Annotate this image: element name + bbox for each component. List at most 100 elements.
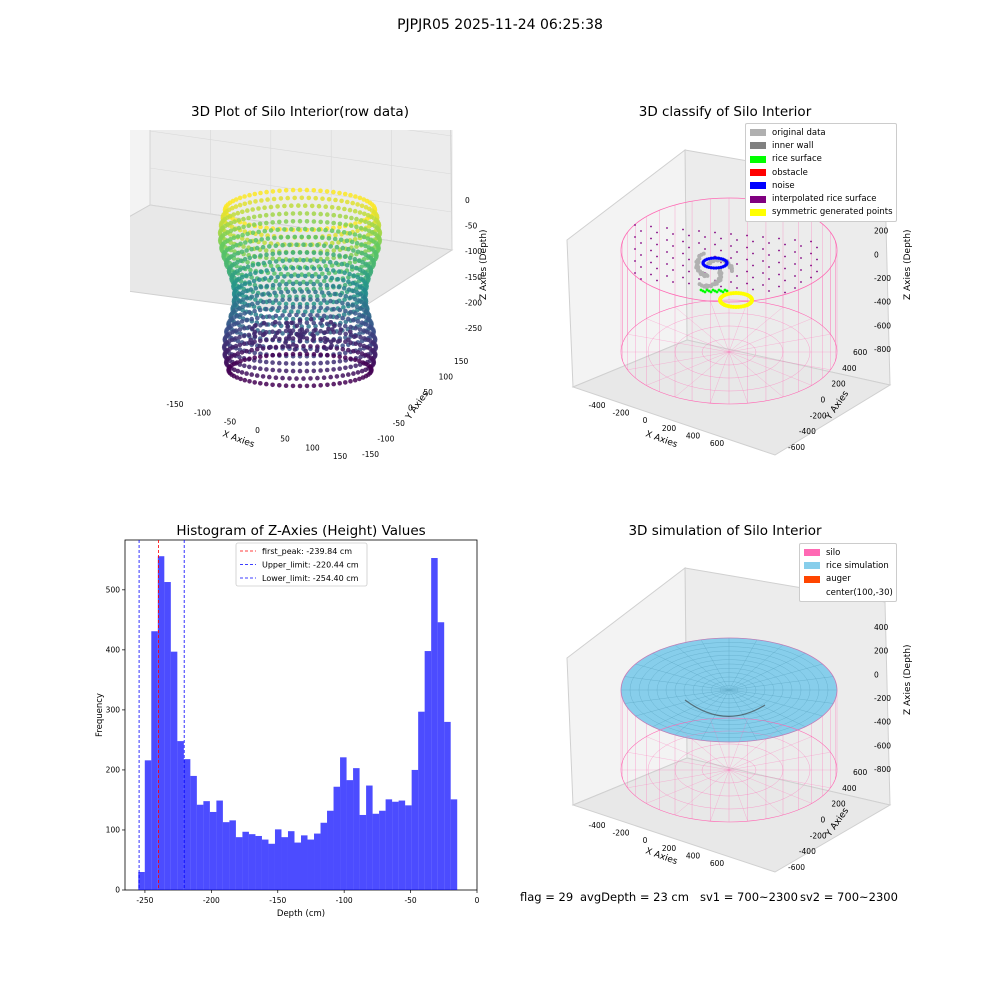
cls-original-point — [700, 270, 705, 275]
raw-point — [230, 205, 235, 211]
raw-point — [283, 352, 289, 357]
cls-interp-point — [794, 275, 796, 277]
sim-pane-floor — [571, 757, 892, 873]
cls-original-point — [703, 272, 708, 277]
raw-point — [252, 334, 258, 339]
classify-legend-swatch — [750, 195, 766, 203]
raw-point — [335, 339, 341, 344]
raw-point — [321, 259, 327, 264]
raw-point — [277, 188, 282, 194]
raw-point — [320, 317, 325, 323]
raw-point — [262, 331, 267, 337]
raw-point — [243, 273, 249, 278]
raw-point — [235, 250, 241, 256]
raw-point — [341, 278, 346, 283]
raw-point — [270, 382, 275, 388]
raw-point — [258, 354, 263, 360]
cls-interp-point — [762, 272, 764, 274]
raw-xtick: -50 — [224, 417, 236, 426]
classify-legend-item: inner wall — [746, 139, 896, 152]
raw-point — [290, 250, 296, 255]
raw-point — [270, 189, 276, 194]
histogram-bar — [138, 871, 145, 890]
raw-point — [359, 320, 365, 326]
cls-original-point — [710, 282, 715, 287]
cls-interp-point — [736, 239, 738, 241]
raw-point — [240, 290, 245, 295]
raw-point — [340, 315, 346, 321]
raw-point — [297, 351, 303, 357]
raw-point — [249, 294, 255, 300]
raw-point — [357, 376, 362, 382]
raw-point — [242, 201, 248, 207]
cls-original-point — [696, 265, 701, 270]
cls-interp-point — [794, 239, 796, 241]
raw-point — [241, 216, 246, 222]
raw-point — [357, 312, 362, 318]
sim-silo-floor-spoke — [710, 718, 730, 771]
histogram-legend: first_peak: -239.84 cm Upper_limit: -220.… — [235, 542, 368, 587]
raw-point — [287, 312, 292, 318]
raw-point — [258, 190, 263, 196]
cls-silo-floor-spoke — [646, 351, 730, 386]
raw-point — [321, 313, 327, 319]
cls-xtick: -400 — [588, 401, 605, 410]
sim-rice-mesh — [728, 689, 806, 727]
cls-interp-point — [720, 285, 722, 288]
classify-legend-item: obstacle — [746, 166, 896, 179]
raw-point — [318, 321, 323, 326]
raw-point — [238, 312, 243, 318]
raw-point — [327, 259, 333, 265]
raw-point — [299, 234, 305, 240]
classify-legend-swatch — [750, 142, 766, 150]
raw-point — [311, 211, 317, 216]
raw-point — [333, 197, 338, 203]
raw-point — [352, 237, 358, 242]
cls-interp-point — [634, 248, 636, 250]
simulation-legend-item: silo — [800, 546, 896, 559]
cls-interp-point — [634, 236, 636, 238]
raw-point — [358, 354, 363, 360]
raw-point — [311, 383, 317, 389]
raw-point — [237, 327, 243, 332]
raw-point — [245, 303, 250, 308]
histogram-xlabel: Depth (cm) — [277, 909, 325, 919]
raw-point — [303, 273, 308, 279]
raw-point — [365, 274, 371, 280]
raw-point — [240, 209, 245, 215]
raw-point — [304, 320, 310, 326]
raw-point — [273, 313, 279, 319]
raw-point — [242, 377, 248, 383]
raw-point — [334, 299, 340, 305]
raw-point — [238, 258, 244, 264]
raw-point — [280, 279, 285, 284]
raw-point — [294, 258, 299, 263]
cls-interp-point — [794, 263, 796, 265]
raw-point — [331, 381, 337, 387]
raw-point — [301, 258, 306, 263]
cls-ztick: -200 — [874, 274, 891, 283]
raw-point — [364, 304, 370, 310]
raw-point — [240, 236, 245, 241]
sv1-text: sv1 = 700~2300 — [700, 890, 798, 904]
raw-point — [331, 252, 336, 257]
raw-point — [258, 338, 263, 344]
raw-point — [233, 343, 239, 349]
raw-point — [349, 223, 354, 228]
raw-point — [294, 312, 299, 318]
cls-silo-floor-spoke — [627, 351, 730, 370]
cls-interp-point — [762, 248, 764, 250]
raw-point — [249, 347, 254, 353]
raw-point — [277, 316, 282, 321]
raw-point — [235, 368, 241, 374]
histogram-bar — [203, 801, 210, 890]
raw-point — [363, 367, 368, 373]
raw-point — [321, 298, 327, 303]
raw-point — [299, 195, 305, 201]
cls-interp-point — [730, 233, 732, 235]
raw-point — [321, 243, 327, 248]
raw-point — [257, 358, 263, 364]
raw-point — [271, 196, 277, 202]
raw-point — [362, 211, 367, 217]
raw-point — [331, 248, 337, 253]
